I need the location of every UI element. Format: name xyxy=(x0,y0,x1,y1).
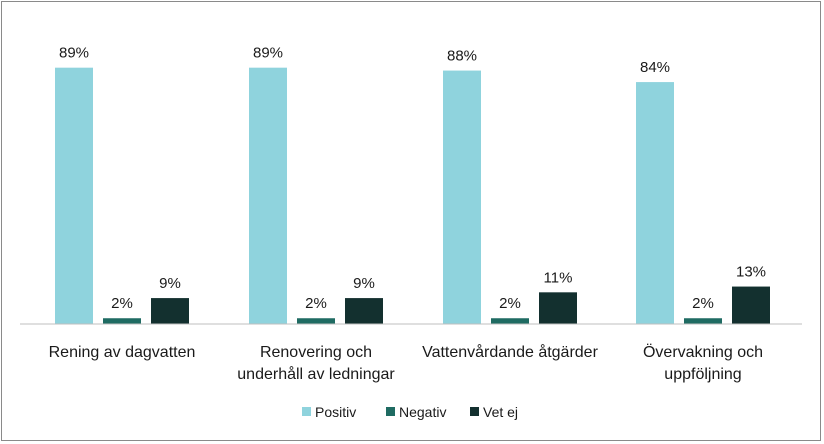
category-label: Rening av dagvatten xyxy=(49,344,196,361)
bar-positiv-3 xyxy=(636,82,674,324)
legend-label: Positiv xyxy=(315,404,356,420)
legend-label: Vet ej xyxy=(483,404,518,420)
bar-negativ-0 xyxy=(103,318,141,324)
data-label: 2% xyxy=(111,295,133,312)
bar-positiv-2 xyxy=(443,70,481,324)
data-label: 2% xyxy=(692,295,714,312)
data-label: 13% xyxy=(736,264,766,281)
data-label: 88% xyxy=(447,48,477,65)
data-label: 89% xyxy=(59,45,89,62)
data-label: 89% xyxy=(253,45,283,62)
data-label: 9% xyxy=(159,275,181,292)
category-label: Övervakning och xyxy=(643,343,763,361)
category-label: Vattenvårdande åtgärder xyxy=(422,343,599,361)
legend-swatch-negativ xyxy=(386,407,395,416)
bar-vet-ej-1 xyxy=(345,298,383,324)
category-label: uppföljning xyxy=(664,366,741,383)
data-label: 2% xyxy=(499,295,521,312)
bar-vet-ej-0 xyxy=(151,298,189,324)
data-label: 9% xyxy=(353,275,375,292)
bar-vet-ej-3 xyxy=(732,286,770,324)
data-label: 84% xyxy=(640,59,670,76)
bar-positiv-0 xyxy=(55,67,93,325)
bar-negativ-2 xyxy=(491,318,529,324)
legend-swatch-vet-ej xyxy=(470,407,479,416)
legend-swatch-positiv xyxy=(302,407,311,416)
category-label: underhåll av ledningar xyxy=(237,365,395,383)
bar-positiv-1 xyxy=(249,67,287,325)
legend-label: Negativ xyxy=(399,404,446,420)
bar-vet-ej-2 xyxy=(539,292,577,324)
category-label: Renovering och xyxy=(260,344,372,361)
bar-negativ-3 xyxy=(684,318,722,324)
data-label: 11% xyxy=(544,269,573,286)
data-label: 2% xyxy=(305,295,327,312)
bar-negativ-1 xyxy=(297,318,335,324)
